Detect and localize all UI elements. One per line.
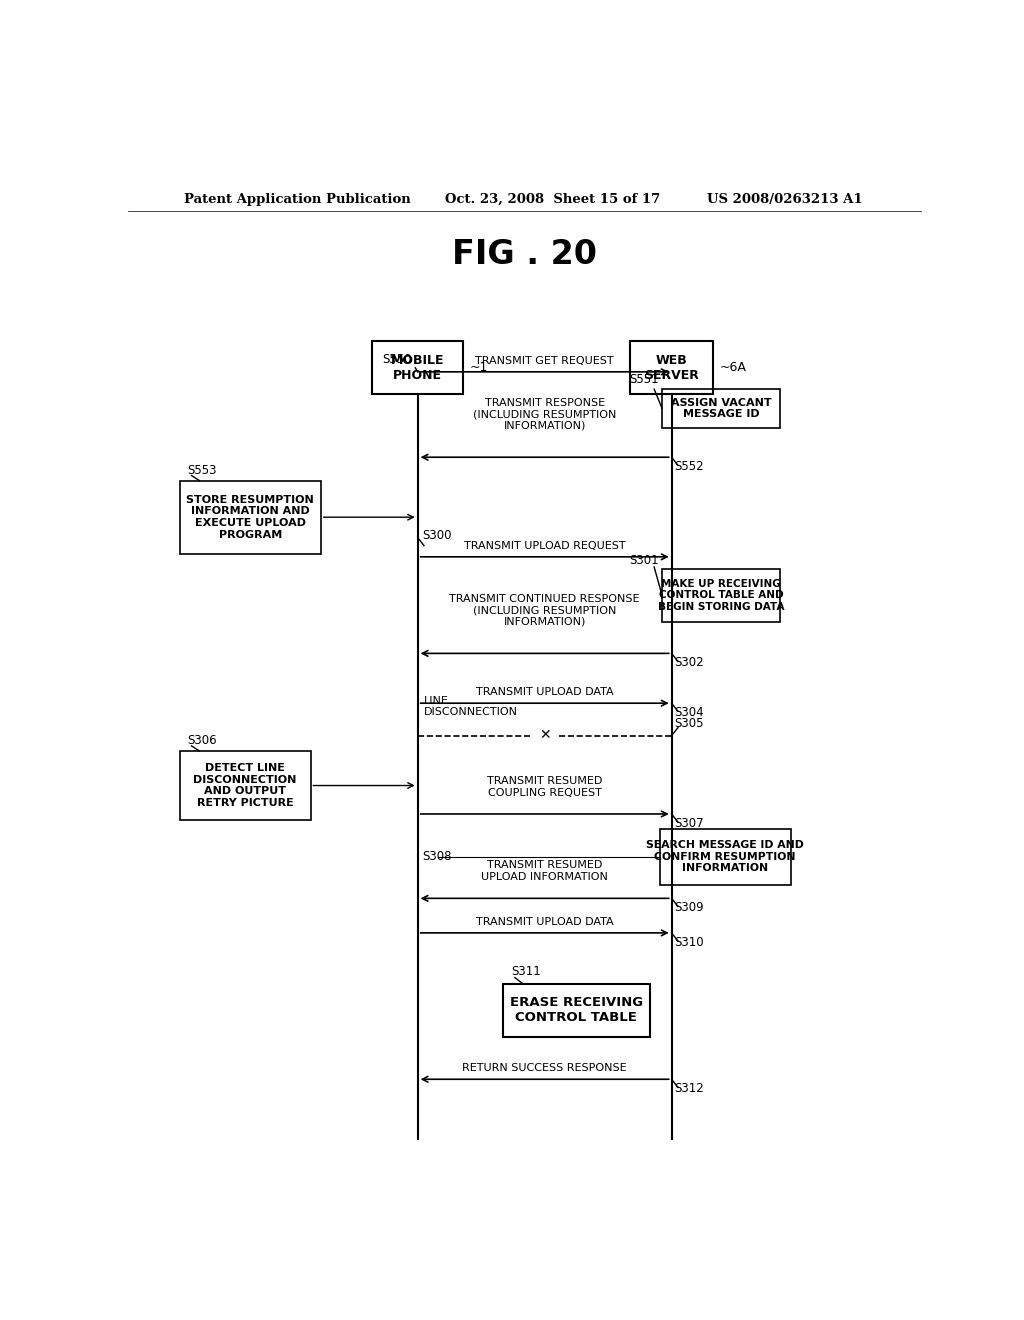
Bar bbox=[630, 342, 714, 395]
Text: TRANSMIT CONTINUED RESPONSE
(INCLUDING RESUMPTION
INFORMATION): TRANSMIT CONTINUED RESPONSE (INCLUDING R… bbox=[450, 594, 640, 627]
Text: S310: S310 bbox=[674, 936, 703, 949]
Text: S302: S302 bbox=[674, 656, 703, 669]
Text: S301: S301 bbox=[630, 554, 658, 568]
Text: DETECT LINE
DISCONNECTION
AND OUTPUT
RETRY PICTURE: DETECT LINE DISCONNECTION AND OUTPUT RET… bbox=[194, 763, 297, 808]
Text: TRANSMIT UPLOAD DATA: TRANSMIT UPLOAD DATA bbox=[476, 917, 613, 927]
Text: S551: S551 bbox=[630, 374, 658, 385]
Text: ~1: ~1 bbox=[470, 362, 488, 375]
Text: S300: S300 bbox=[423, 529, 452, 543]
Text: S309: S309 bbox=[674, 902, 703, 915]
Text: TRANSMIT RESUMED
UPLOAD INFORMATION: TRANSMIT RESUMED UPLOAD INFORMATION bbox=[481, 861, 608, 882]
Text: TRANSMIT UPLOAD DATA: TRANSMIT UPLOAD DATA bbox=[476, 688, 613, 697]
Text: WEB
SERVER: WEB SERVER bbox=[644, 354, 699, 381]
Text: S304: S304 bbox=[674, 706, 703, 719]
Text: LINE
DISCONNECTION: LINE DISCONNECTION bbox=[424, 696, 518, 718]
Text: US 2008/0263213 A1: US 2008/0263213 A1 bbox=[708, 193, 863, 206]
Text: STORE RESUMPTION
INFORMATION AND
EXECUTE UPLOAD
PROGRAM: STORE RESUMPTION INFORMATION AND EXECUTE… bbox=[186, 495, 314, 540]
Text: MOBILE
PHONE: MOBILE PHONE bbox=[391, 354, 444, 381]
Text: S308: S308 bbox=[423, 850, 452, 863]
Text: MAKE UP RECEIVING
CONTROL TABLE AND
BEGIN STORING DATA: MAKE UP RECEIVING CONTROL TABLE AND BEGI… bbox=[657, 579, 784, 612]
Text: TRANSMIT GET REQUEST: TRANSMIT GET REQUEST bbox=[475, 356, 614, 366]
Text: S553: S553 bbox=[187, 463, 217, 477]
Text: ASSIGN VACANT
MESSAGE ID: ASSIGN VACANT MESSAGE ID bbox=[671, 397, 771, 420]
Text: S305: S305 bbox=[674, 717, 703, 730]
Bar bbox=[663, 569, 779, 622]
Text: S307: S307 bbox=[674, 817, 703, 830]
Text: TRANSMIT UPLOAD REQUEST: TRANSMIT UPLOAD REQUEST bbox=[464, 541, 626, 550]
Text: Oct. 23, 2008  Sheet 15 of 17: Oct. 23, 2008 Sheet 15 of 17 bbox=[445, 193, 660, 206]
Bar bbox=[179, 480, 321, 554]
Text: ERASE RECEIVING
CONTROL TABLE: ERASE RECEIVING CONTROL TABLE bbox=[510, 997, 643, 1024]
Text: TRANSMIT RESPONSE
(INCLUDING RESUMPTION
INFORMATION): TRANSMIT RESPONSE (INCLUDING RESUMPTION … bbox=[473, 397, 616, 430]
Text: SEARCH MESSAGE ID AND
CONFIRM RESUMPTION
INFORMATION: SEARCH MESSAGE ID AND CONFIRM RESUMPTION… bbox=[646, 840, 804, 874]
Text: S306: S306 bbox=[187, 734, 217, 747]
Text: Patent Application Publication: Patent Application Publication bbox=[183, 193, 411, 206]
Text: S311: S311 bbox=[511, 965, 541, 978]
Text: S550: S550 bbox=[382, 352, 412, 366]
Bar bbox=[179, 751, 310, 820]
Text: ~6A: ~6A bbox=[720, 362, 746, 375]
Text: FIG . 20: FIG . 20 bbox=[453, 239, 597, 272]
Text: ✕: ✕ bbox=[539, 727, 551, 742]
Bar bbox=[663, 389, 779, 428]
Bar bbox=[372, 342, 463, 395]
Text: TRANSMIT RESUMED
COUPLING REQUEST: TRANSMIT RESUMED COUPLING REQUEST bbox=[487, 776, 602, 797]
Text: S552: S552 bbox=[674, 461, 703, 474]
Bar bbox=[503, 983, 650, 1036]
Bar bbox=[659, 829, 791, 884]
Text: S312: S312 bbox=[674, 1082, 703, 1096]
Text: RETURN SUCCESS RESPONSE: RETURN SUCCESS RESPONSE bbox=[462, 1063, 627, 1073]
